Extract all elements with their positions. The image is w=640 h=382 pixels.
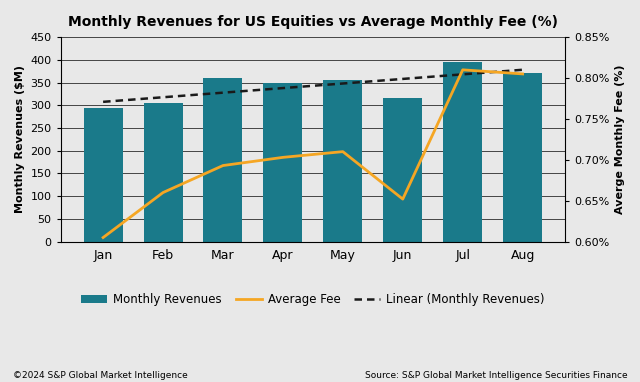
Bar [264, 84, 302, 242]
Bar [204, 78, 243, 242]
Bar [383, 99, 422, 242]
Text: Source: S&P Global Market Intelligence Securities Finance: Source: S&P Global Market Intelligence S… [365, 371, 627, 380]
Bar [444, 62, 482, 242]
Bar [323, 80, 362, 242]
Legend: Monthly Revenues, Average Fee, Linear (Monthly Revenues): Monthly Revenues, Average Fee, Linear (M… [76, 288, 550, 311]
Y-axis label: Averge Monthly Fee (%): Averge Monthly Fee (%) [615, 65, 625, 214]
Y-axis label: Monthly Revenues ($M): Monthly Revenues ($M) [15, 65, 25, 214]
Bar [143, 103, 182, 242]
Title: Monthly Revenues for US Equities vs Average Monthly Fee (%): Monthly Revenues for US Equities vs Aver… [68, 15, 558, 29]
Text: ©2024 S&P Global Market Intelligence: ©2024 S&P Global Market Intelligence [13, 371, 188, 380]
Bar [84, 108, 123, 242]
Bar [503, 73, 542, 242]
